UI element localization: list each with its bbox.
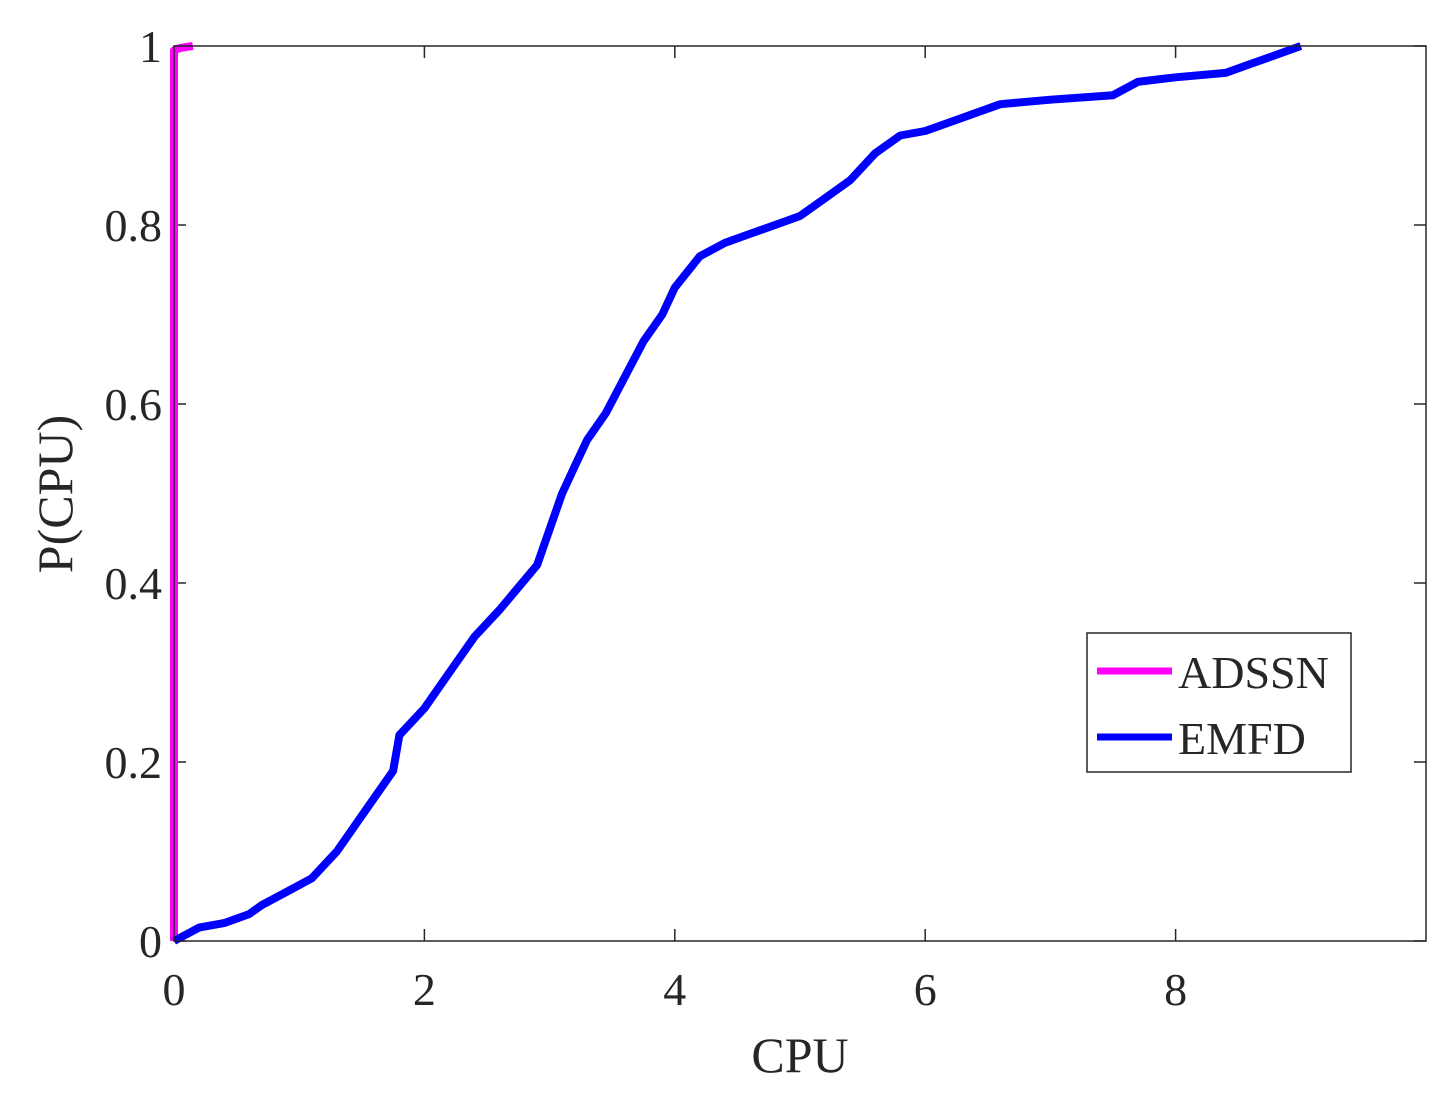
legend-label-adssn: ADSSN — [1178, 647, 1329, 698]
x-axis-label: CPU — [751, 1027, 848, 1083]
plot-frame — [173, 45, 1427, 942]
x-tick-label: 6 — [914, 964, 937, 1015]
x-tick-label: 0 — [163, 964, 186, 1015]
y-tick-label: 0 — [139, 916, 162, 967]
y-axis-label: P(CPU) — [27, 415, 83, 573]
legend: ADSSN EMFD — [1086, 632, 1352, 773]
x-tick-label: 4 — [663, 964, 686, 1015]
x-tick-label: 2 — [413, 964, 436, 1015]
y-tick-label: 0.2 — [105, 737, 163, 788]
x-tick-label: 8 — [1164, 964, 1187, 1015]
legend-label-emfd: EMFD — [1178, 713, 1306, 764]
series-line-emfd — [172, 42, 1303, 945]
y-tick-label: 0.6 — [105, 379, 163, 430]
legend-box — [1086, 632, 1352, 773]
plot-area — [174, 46, 1426, 941]
y-tick-label: 0.4 — [105, 558, 163, 609]
tick-labels: 0 2 4 6 8 0 0.2 0.4 0.6 0.8 1 — [105, 21, 1188, 1015]
y-tick-label: 0.8 — [105, 200, 163, 251]
y-tick-label: 1 — [139, 21, 162, 72]
